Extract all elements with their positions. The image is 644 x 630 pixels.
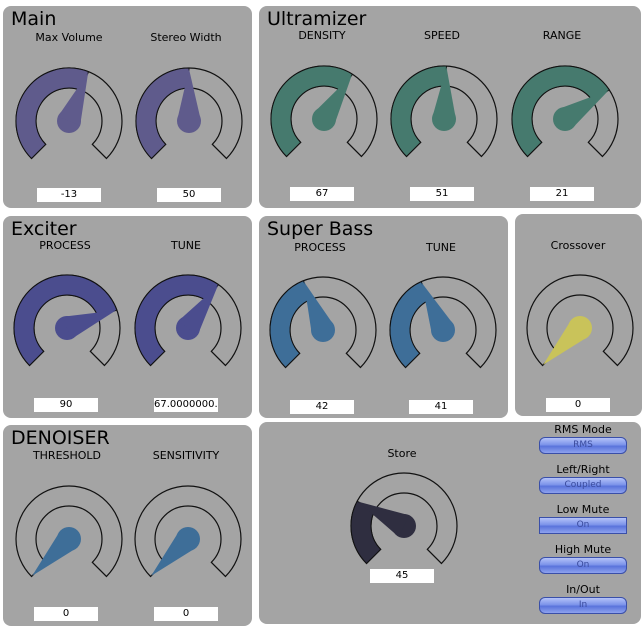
knob-ring (526, 274, 634, 367)
knob-value-arc (389, 281, 431, 369)
max-volume-value[interactable]: -13 (37, 188, 101, 202)
knob-value-arc (13, 274, 118, 367)
max-volume-label: Max Volume (35, 31, 103, 44)
knob-value-arc (135, 67, 190, 160)
knob-pointer (32, 530, 78, 576)
speed-label: SPEED (424, 29, 460, 42)
superbass-process-knob[interactable] (267, 274, 379, 386)
superbass-tune-value[interactable]: 41 (409, 400, 473, 414)
knob-value-arc (270, 65, 354, 158)
exciter-process-knob[interactable] (11, 272, 123, 384)
density-value[interactable]: 67 (290, 187, 354, 201)
knob-value-arc (390, 65, 448, 158)
knob-pointer (62, 310, 116, 340)
knob-value-arc (15, 67, 90, 160)
density-knob[interactable] (268, 63, 380, 175)
in-out-button[interactable]: In (539, 597, 627, 614)
crossover-value[interactable]: 0 (546, 398, 610, 412)
knob-pointer (303, 281, 335, 335)
range-knob[interactable] (509, 63, 621, 175)
low-mute-label: Low Mute (556, 503, 610, 516)
knob-pointer (432, 67, 456, 120)
range-label: RANGE (542, 29, 582, 42)
sensitivity-label: SENSITIVITY (152, 449, 220, 462)
knob-ring (15, 485, 123, 578)
knob-pointer (178, 285, 218, 335)
knob-pointer (57, 72, 89, 126)
high-mute-button[interactable]: On (539, 557, 627, 574)
knob-value-arc (134, 274, 220, 367)
store-label: Store (387, 447, 417, 460)
high-mute-label: High Mute (554, 543, 612, 556)
ultramizer-title: Ultramizer (267, 8, 367, 30)
speed-value[interactable]: 51 (410, 187, 474, 201)
main-panel: Main Max Volume -13 Stereo Width 50 (3, 6, 252, 208)
exciter-tune-knob[interactable] (132, 272, 244, 384)
knob-ring (134, 485, 242, 578)
sensitivity-knob[interactable] (132, 483, 244, 595)
crossover-label: Crossover (550, 239, 606, 252)
knob-pointer (177, 69, 201, 121)
knob-pointer (358, 501, 410, 537)
exciter-panel: Exciter PROCESS 90 TUNE 67.0000000... (3, 216, 252, 418)
knob-value-arc (269, 280, 312, 369)
stereo-width-label: Stereo Width (150, 31, 222, 44)
density-label: DENSITY (298, 29, 346, 42)
knob-pointer (421, 282, 454, 335)
stereo-width-value[interactable]: 50 (157, 188, 221, 202)
knob-pointer (313, 75, 352, 126)
denoiser-title: DENOISER (11, 427, 110, 449)
max-volume-knob[interactable] (13, 65, 125, 177)
knob-ring (350, 472, 458, 565)
super-bass-title: Super Bass (267, 218, 374, 240)
left-right-label: Left/Right (556, 463, 610, 476)
knob-pointer (558, 90, 609, 130)
left-right-button[interactable]: Coupled (539, 477, 627, 494)
store-value[interactable]: 45 (370, 569, 434, 583)
threshold-value[interactable]: 0 (34, 607, 98, 621)
ultramizer-panel: Ultramizer DENSITY 67 SPEED 51 RANGE 21 (259, 6, 641, 208)
denoiser-panel: DENOISER THRESHOLD 0 SENSITIVITY 0 (3, 425, 252, 626)
knob-value-arc (511, 65, 610, 158)
store-knob[interactable] (348, 470, 460, 582)
low-mute-button[interactable]: On (539, 517, 627, 534)
superbass-process-value[interactable]: 42 (290, 400, 354, 414)
super-bass-panel: Super Bass PROCESS 42 TUNE 41 (259, 216, 508, 418)
knob-pointer (151, 530, 197, 576)
superbass-process-label: PROCESS (294, 241, 346, 254)
in-out-label: In/Out (566, 583, 600, 596)
exciter-tune-value[interactable]: 67.0000000... (154, 398, 218, 412)
speed-knob[interactable] (388, 63, 500, 175)
sensitivity-value[interactable]: 0 (154, 607, 218, 621)
range-value[interactable]: 21 (530, 187, 594, 201)
store-panel: Store 45 RMS Mode RMS Left/Right Coupled… (259, 422, 641, 624)
superbass-tune-knob[interactable] (387, 274, 499, 386)
knob-value-arc (350, 500, 382, 565)
rms-mode-button[interactable]: RMS (539, 437, 627, 454)
threshold-label: THRESHOLD (32, 449, 102, 462)
main-title: Main (11, 8, 57, 30)
rms-mode-label: RMS Mode (554, 423, 612, 436)
knob-pointer (543, 319, 589, 365)
exciter-process-value[interactable]: 90 (34, 398, 98, 412)
exciter-process-label: PROCESS (39, 239, 91, 252)
threshold-knob[interactable] (13, 483, 125, 595)
crossover-panel: Crossover 0 (515, 214, 642, 416)
stereo-width-knob[interactable] (133, 65, 245, 177)
superbass-tune-label: TUNE (426, 241, 456, 254)
exciter-tune-label: TUNE (171, 239, 201, 252)
crossover-knob[interactable] (524, 272, 636, 384)
exciter-title: Exciter (11, 218, 77, 240)
